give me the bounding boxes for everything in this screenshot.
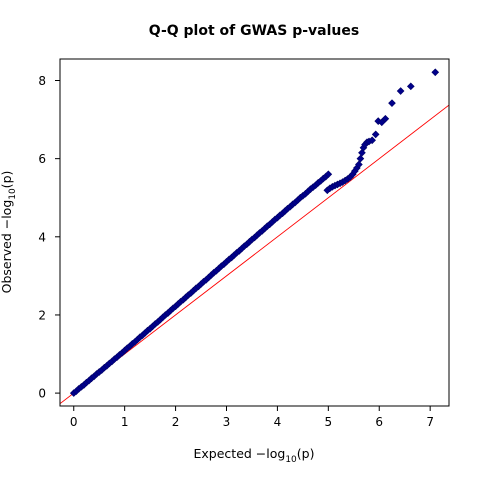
- y-axis: 0 2 4 6 8: [38, 74, 60, 401]
- data-point: [381, 114, 390, 123]
- y-tick-label: 0: [38, 387, 46, 401]
- y-axis-label-subscript: 10: [8, 188, 18, 200]
- data-point: [431, 68, 440, 77]
- y-axis-label: Observed −log10(p): [0, 171, 18, 294]
- data-point: [324, 170, 333, 179]
- x-tick-label: 6: [375, 415, 383, 429]
- y-tick-label: 6: [38, 152, 46, 166]
- data-point: [406, 82, 415, 91]
- data-point: [396, 87, 405, 95]
- x-axis-label-subscript: 10: [285, 455, 297, 465]
- x-tick-label: 5: [325, 415, 333, 429]
- x-axis-label-suffix: (p): [297, 446, 315, 461]
- data-point: [355, 160, 363, 169]
- y-tick-label: 8: [38, 74, 46, 88]
- x-tick-label: 7: [426, 415, 434, 429]
- data-point: [371, 130, 380, 139]
- plot-area: [60, 68, 449, 405]
- x-tick-label: 1: [121, 415, 129, 429]
- y-tick-label: 4: [38, 230, 46, 244]
- y-axis-label-suffix: (p): [0, 171, 14, 189]
- y-tick-label: 2: [38, 308, 46, 322]
- x-tick-label: 2: [172, 415, 180, 429]
- plot-frame: [59, 58, 450, 407]
- x-axis: 0 1 2 3 4 5 6 7: [70, 406, 434, 429]
- data-point: [388, 99, 396, 107]
- data-point: [368, 136, 376, 145]
- x-axis-label: Expected −log10(p): [194, 446, 315, 465]
- x-tick-label: 0: [70, 415, 78, 429]
- x-tick-label: 3: [223, 415, 231, 429]
- x-tick-label: 4: [274, 415, 282, 429]
- x-axis-label-prefix: Expected −log: [194, 446, 286, 461]
- chart-title: Q-Q plot of GWAS p-values: [149, 23, 359, 39]
- data-point: [356, 154, 365, 163]
- y-axis-label-prefix: Observed −log: [0, 200, 14, 294]
